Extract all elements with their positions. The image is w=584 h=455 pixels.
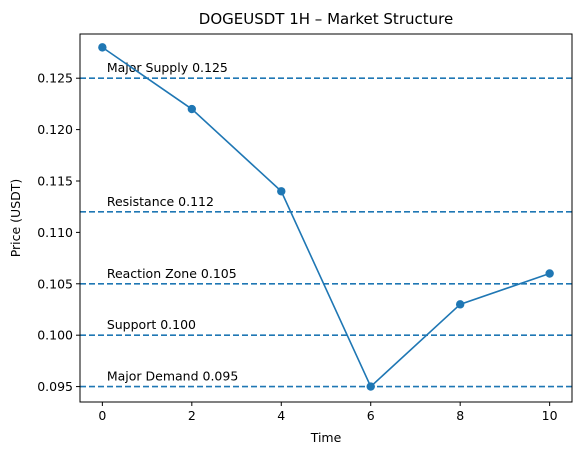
series-layer	[98, 43, 554, 391]
x-tick-label: 0	[98, 408, 106, 423]
x-tick-label: 4	[277, 408, 285, 423]
data-point	[98, 43, 107, 52]
y-tick-label: 0.095	[37, 379, 73, 394]
y-tick-label: 0.105	[37, 276, 73, 291]
level-label: Major Demand 0.095	[107, 369, 238, 384]
y-tick-label: 0.110	[37, 225, 73, 240]
data-point	[187, 104, 197, 114]
level-label: Reaction Zone 0.105	[107, 266, 237, 281]
data-point	[545, 269, 554, 278]
x-tick-label: 10	[542, 408, 558, 423]
x-axis-label: Time	[310, 430, 342, 445]
data-point	[455, 300, 465, 309]
x-tick-label: 8	[456, 408, 464, 423]
y-axis: 0.095 0.100 0.105 0.110 0.115 0.120 0.125	[37, 71, 80, 394]
y-axis-label: Price (USDT)	[8, 179, 23, 258]
y-tick-label: 0.125	[37, 71, 73, 86]
x-tick-label: 2	[188, 408, 196, 423]
x-tick-label: 6	[367, 408, 375, 423]
x-axis: 0 2 4 6 8 10	[98, 402, 558, 423]
level-label: Resistance 0.112	[107, 194, 214, 209]
series-line	[101, 46, 550, 388]
plot-frame	[79, 33, 573, 403]
level-label: Support 0.100	[107, 317, 196, 332]
data-point	[277, 187, 286, 196]
chart-title: DOGEUSDT 1H – Market Structure	[199, 10, 453, 28]
data-point	[366, 382, 375, 391]
y-tick-label: 0.115	[37, 173, 73, 188]
y-tick-label: 0.120	[37, 122, 73, 137]
y-tick-label: 0.100	[37, 328, 73, 343]
